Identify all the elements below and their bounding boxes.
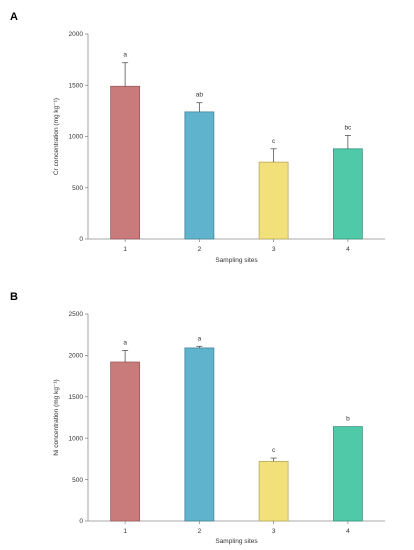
significance-letter: ab xyxy=(196,92,204,99)
bar-site-1 xyxy=(110,85,141,240)
panel-letter-b: B xyxy=(10,291,18,303)
y-tick-label: 1000 xyxy=(69,134,84,141)
x-axis-title: Sampling sites xyxy=(215,257,258,264)
x-tick-label: 1 xyxy=(123,528,127,535)
y-axis-title: Ni concentration (mg kg⁻¹) xyxy=(53,379,60,455)
bar-site-2 xyxy=(184,111,215,240)
y-tick-label: 500 xyxy=(72,185,83,192)
bar-site-2 xyxy=(184,347,215,522)
y-axis-title: Cr concentration (mg kg⁻¹) xyxy=(53,98,60,175)
x-tick-label: 1 xyxy=(123,246,127,253)
y-tick-label: 0 xyxy=(79,518,83,525)
significance-letter: a xyxy=(123,52,127,59)
x-axis-title: Sampling sites xyxy=(215,538,258,545)
x-tick-label: 4 xyxy=(346,528,350,535)
y-tick-label: 2000 xyxy=(69,353,84,360)
bar-site-1 xyxy=(110,361,141,522)
y-tick-label: 1500 xyxy=(69,394,84,401)
y-tick-label: 0 xyxy=(79,236,83,243)
y-tick-label: 2500 xyxy=(69,311,84,318)
y-tick-label: 1500 xyxy=(69,82,84,89)
y-tick-label: 500 xyxy=(72,477,83,484)
y-tick-label: 2000 xyxy=(69,31,84,38)
x-tick-label: 2 xyxy=(198,528,202,535)
bar-site-4 xyxy=(332,148,363,240)
x-tick-label: 3 xyxy=(272,528,276,535)
bar-site-3 xyxy=(258,460,289,522)
y-tick-label: 1000 xyxy=(69,435,84,442)
x-tick-label: 2 xyxy=(198,246,202,253)
significance-letter: c xyxy=(272,138,276,145)
significance-letter: c xyxy=(272,447,276,454)
bar-site-4 xyxy=(332,426,363,522)
bar-site-3 xyxy=(258,161,289,240)
x-tick-label: 4 xyxy=(346,246,350,253)
significance-letter: bc xyxy=(344,124,352,131)
panel-letter-a: A xyxy=(10,11,18,23)
significance-letter: b xyxy=(346,416,350,423)
significance-letter: a xyxy=(123,339,127,346)
x-tick-label: 3 xyxy=(272,246,276,253)
significance-letter: a xyxy=(198,335,202,342)
